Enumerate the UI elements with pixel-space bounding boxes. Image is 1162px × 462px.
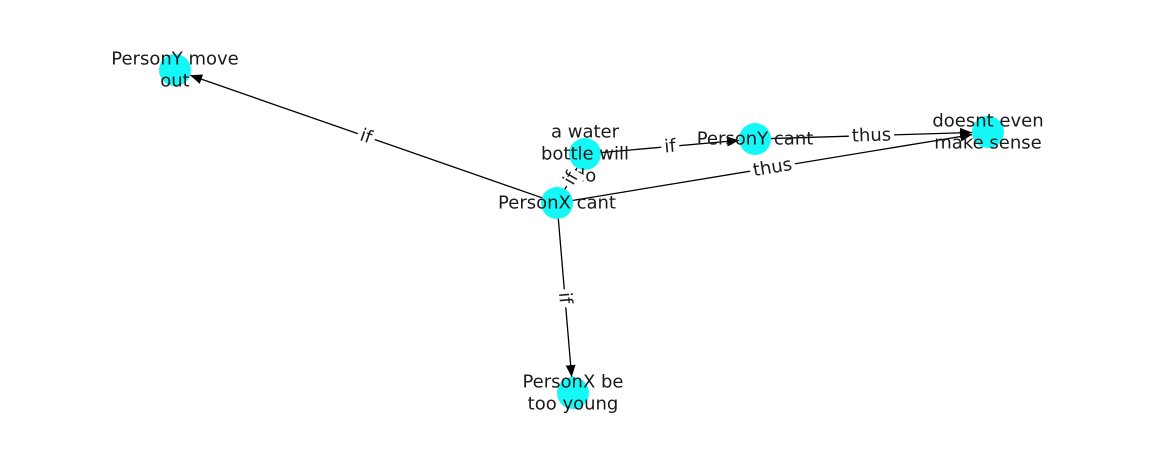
node-water_bottle <box>569 138 601 170</box>
node-label-persony_cant: PersonY cant <box>697 129 814 150</box>
edge-label-group: if <box>660 134 681 159</box>
node-label-line: PersonY cant <box>697 129 814 150</box>
edge-label: if <box>554 291 576 305</box>
node-label-line: a water <box>551 122 620 143</box>
edge-label-group: if <box>556 164 586 192</box>
node-label-line: bottle will <box>541 144 629 165</box>
edge-label-background <box>552 288 578 309</box>
edge-label: if <box>663 135 677 157</box>
edge-labels-layer: if if thus if if thus <box>354 122 895 309</box>
node-label-line: make sense <box>934 133 1041 154</box>
edge-label: thus <box>751 154 793 181</box>
node-personx_cant <box>541 187 573 219</box>
edge-label-background <box>556 164 586 192</box>
node-doesnt_make_sense <box>972 116 1004 148</box>
edge-label-group: if <box>552 288 578 309</box>
node-label-personx_too_young: PersonX be too young <box>522 372 623 415</box>
nodes-layer <box>159 54 1004 409</box>
node-label-line: out <box>160 71 189 92</box>
node-label-line: PersonX cant <box>498 193 616 214</box>
edge-label-background <box>660 134 681 159</box>
node-label-doesnt_make_sense: doesnt even make sense <box>932 111 1043 154</box>
edge-label-group: thus <box>848 123 895 148</box>
edge-label: thus <box>852 124 892 146</box>
node-label-line: doesnt even <box>932 111 1043 132</box>
node-label-persony_move_out: PersonY move out <box>111 49 238 92</box>
edge-label-background <box>748 152 797 183</box>
node-label-line: PersonY move <box>111 49 238 70</box>
node-persony_move_out <box>159 54 191 86</box>
node-label-personx_cant: PersonX cant <box>498 193 616 214</box>
node-label-line: too young <box>528 394 619 415</box>
edge-label-background <box>848 123 895 148</box>
node-labels-layer: PersonX cant PersonY move out a water bottle… <box>111 49 1043 415</box>
node-label-line: PersonX be <box>522 372 623 393</box>
edge-label-group: thus <box>748 152 797 183</box>
node-personx_too_young <box>557 377 589 409</box>
edge-label-group: if <box>354 122 379 151</box>
edge-label-background <box>354 122 379 151</box>
node-persony_cant <box>739 123 771 155</box>
